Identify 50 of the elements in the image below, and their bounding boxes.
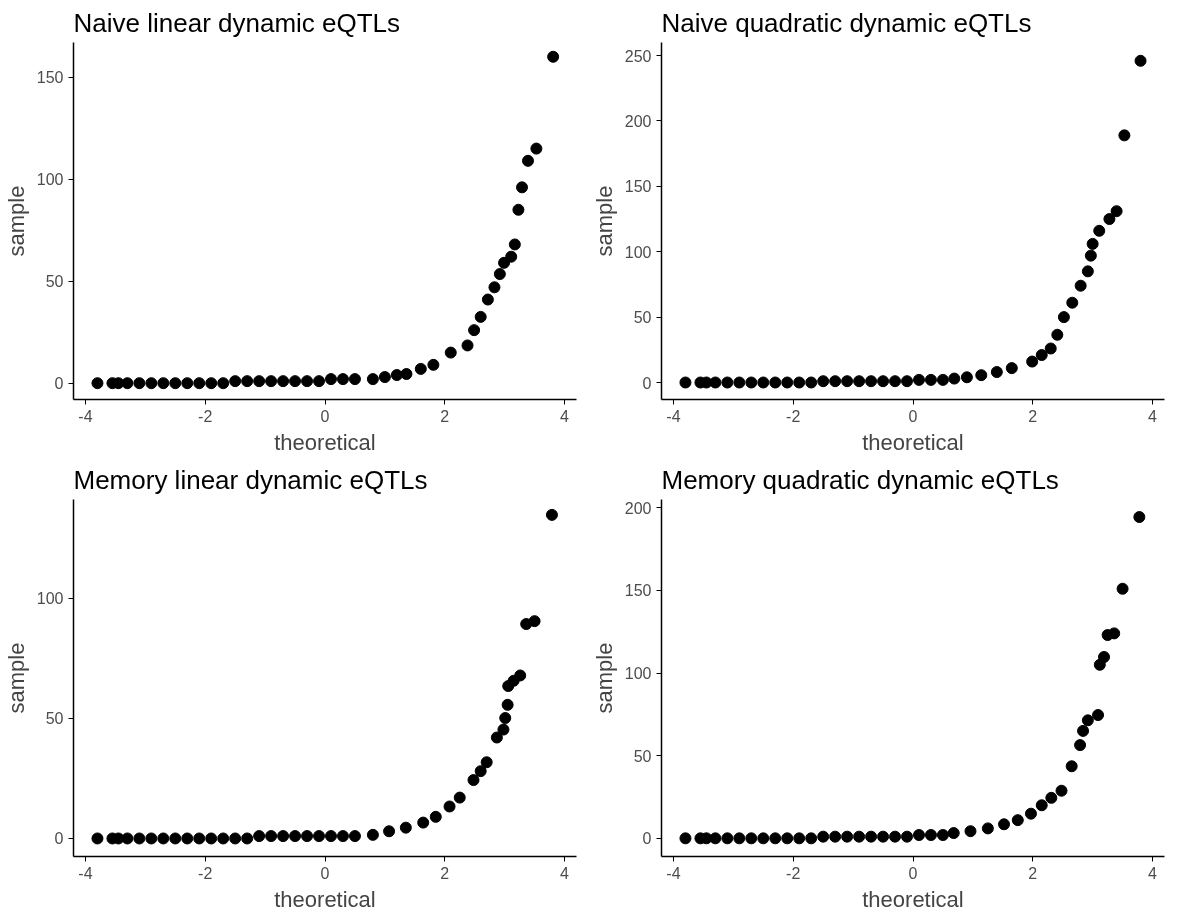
- x-axis-title: theoretical: [274, 886, 376, 912]
- x-tick-label: -4: [666, 407, 681, 425]
- y-tick-label: 150: [624, 178, 652, 196]
- y-tick-label: 0: [642, 830, 652, 848]
- y-tick-label: 200: [624, 112, 652, 130]
- x-tick-label: 0: [908, 407, 918, 425]
- x-tick-label: -4: [666, 864, 681, 882]
- x-tick-label: 0: [320, 407, 330, 425]
- y-tick-label: 50: [633, 309, 652, 327]
- y-axis-title: sample: [591, 642, 617, 714]
- x-tick-label: -4: [78, 864, 93, 882]
- x-axis-title: theoretical: [862, 886, 964, 912]
- x-tick-label: 4: [1148, 407, 1158, 425]
- y-axis-title: sample: [3, 185, 29, 257]
- x-tick-label: 0: [320, 864, 330, 882]
- x-tick-label: 0: [908, 864, 918, 882]
- x-axis-title: theoretical: [862, 429, 964, 455]
- x-tick-label: -2: [786, 407, 801, 425]
- y-tick-label: 0: [642, 374, 652, 392]
- y-tick-label: 150: [624, 582, 652, 600]
- x-tick-label: 4: [560, 407, 570, 425]
- y-tick-label: 100: [624, 665, 652, 683]
- y-tick-label: 50: [45, 273, 64, 291]
- x-axis-title: theoretical: [274, 429, 376, 455]
- y-axis-title: sample: [591, 185, 617, 257]
- x-tick-label: 4: [560, 864, 570, 882]
- x-tick-label: 2: [440, 864, 450, 882]
- y-tick-label: 200: [624, 499, 652, 517]
- x-tick-label: 4: [1148, 864, 1158, 882]
- x-tick-label: -2: [786, 864, 801, 882]
- y-tick-label: 50: [45, 710, 64, 728]
- y-tick-label: 50: [633, 747, 652, 765]
- chart-title: Memory quadratic dynamic eQTLs: [661, 464, 1059, 495]
- chart-title: Memory linear dynamic eQTLs: [73, 464, 428, 495]
- chart-title: Naive linear dynamic eQTLs: [73, 7, 401, 38]
- x-tick-label: 2: [1028, 407, 1038, 425]
- y-tick-label: 0: [54, 375, 64, 393]
- x-tick-label: 2: [440, 407, 450, 425]
- y-axis-title: sample: [3, 642, 29, 714]
- chart-title: Naive quadratic dynamic eQTLs: [661, 7, 1032, 38]
- y-tick-label: 0: [54, 830, 64, 848]
- y-tick-label: 100: [36, 590, 64, 608]
- y-tick-label: 100: [36, 171, 64, 189]
- x-tick-label: 2: [1028, 864, 1038, 882]
- x-tick-label: -2: [198, 864, 213, 882]
- x-tick-label: -4: [78, 407, 93, 425]
- y-tick-label: 150: [36, 69, 64, 87]
- y-tick-label: 100: [624, 243, 652, 261]
- y-tick-label: 250: [624, 47, 652, 65]
- x-tick-label: -2: [198, 407, 213, 425]
